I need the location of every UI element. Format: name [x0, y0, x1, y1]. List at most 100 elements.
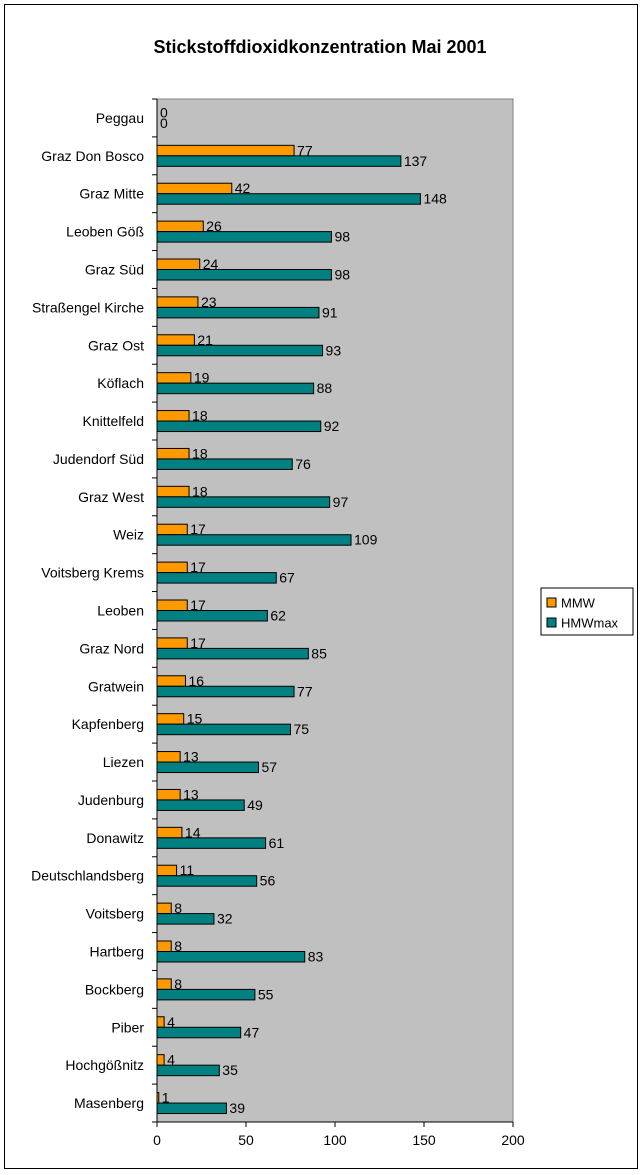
bar-mmw	[156, 523, 188, 536]
data-label: 98	[334, 229, 350, 245]
x-tick-label: 150	[412, 1132, 436, 1148]
data-label: 32	[217, 911, 233, 927]
data-label: 21	[197, 332, 213, 348]
bar-mmw	[156, 334, 195, 346]
data-label: 148	[423, 191, 447, 207]
bar-hmwmax	[156, 685, 295, 698]
bar-hmwmax	[156, 1102, 227, 1115]
data-label: 35	[222, 1062, 238, 1078]
category-label: Straßengel Kirche	[32, 299, 144, 315]
data-label: 42	[235, 180, 251, 196]
legend-swatch	[546, 617, 557, 628]
bar-mmw	[156, 220, 204, 233]
bar-hmwmax	[156, 723, 291, 736]
data-label: 1	[162, 1090, 170, 1106]
bar-mmw	[156, 902, 172, 915]
bar-hmwmax	[156, 420, 322, 433]
bar-hmwmax	[156, 1026, 242, 1039]
bar-mmw	[156, 826, 183, 839]
bar-hmwmax	[156, 382, 315, 395]
data-label: 14	[185, 824, 201, 840]
data-label: 17	[190, 635, 206, 651]
bar-mmw	[156, 637, 188, 649]
category-label: Köflach	[97, 375, 144, 391]
category-label: Voitsberg Krems	[41, 565, 144, 581]
data-label: 91	[322, 304, 338, 320]
data-label: 13	[183, 786, 199, 802]
data-label: 61	[269, 835, 285, 851]
category-label: Kapfenberg	[72, 716, 144, 732]
bar-mmw	[156, 561, 188, 574]
data-label: 11	[180, 862, 195, 878]
category-label: Hartberg	[90, 944, 144, 960]
data-label: 47	[244, 1024, 260, 1040]
category-label: Graz Ost	[88, 337, 144, 353]
bar-hmwmax	[156, 155, 402, 167]
category-label: Judendorf Süd	[53, 451, 144, 467]
data-label: 83	[308, 949, 324, 965]
category-label: Hochgößnitz	[65, 1057, 144, 1073]
data-label: 97	[333, 494, 349, 510]
legend-swatch	[546, 597, 557, 608]
bar-hmwmax	[156, 951, 306, 963]
data-label: 67	[279, 570, 295, 586]
bar-hmwmax	[156, 837, 267, 849]
x-tick-label: 100	[323, 1132, 347, 1148]
data-label: 8	[174, 900, 182, 916]
bar-hmwmax	[156, 572, 277, 584]
bar-mmw	[156, 751, 181, 763]
bar-mmw	[156, 864, 178, 877]
bar-hmwmax	[156, 799, 245, 811]
bar-hmwmax	[156, 913, 215, 925]
category-label: Judenburg	[78, 792, 144, 808]
data-label: 17	[190, 597, 206, 613]
bar-hmwmax	[156, 193, 421, 205]
category-label: Leoben Göß	[66, 224, 144, 240]
category-label: Deutschlandsberg	[31, 868, 144, 884]
category-label: Bockberg	[85, 981, 144, 997]
bar-mmw	[156, 372, 192, 384]
data-label: 19	[194, 370, 210, 386]
bar-mmw	[156, 144, 295, 157]
data-label: 88	[317, 380, 333, 396]
bar-hmwmax	[156, 496, 331, 508]
data-label: 16	[188, 673, 204, 689]
bar-mmw	[156, 410, 190, 422]
data-label: 76	[295, 456, 311, 472]
category-label: Gratwein	[88, 678, 144, 694]
bar-mmw	[156, 485, 190, 498]
data-label: 93	[326, 342, 342, 358]
category-label: Voitsberg	[86, 906, 144, 922]
data-label: 4	[167, 1014, 175, 1030]
bar-hmwmax	[156, 1064, 220, 1077]
data-label: 24	[203, 256, 219, 272]
data-label: 13	[183, 749, 199, 765]
category-label: Graz Don Bosco	[41, 148, 144, 164]
data-label: 26	[206, 218, 222, 234]
data-label: 18	[192, 408, 208, 424]
bar-hmwmax	[156, 534, 352, 546]
bar-hmwmax	[156, 610, 268, 622]
bar-mmw	[156, 296, 199, 308]
bar-mmw	[156, 788, 181, 801]
bar-hmwmax	[156, 458, 293, 470]
data-label: 8	[174, 976, 182, 992]
data-label: 23	[201, 294, 217, 310]
data-label: 8	[174, 938, 182, 954]
legend-label: MMW	[561, 596, 596, 611]
data-label: 0	[160, 115, 168, 131]
bar-hmwmax	[156, 231, 332, 243]
bar-mmw	[156, 940, 172, 952]
legend: MMW HMWmax	[540, 587, 634, 636]
data-label: 0	[160, 104, 168, 120]
x-tick-label: 0	[153, 1132, 161, 1148]
data-label: 18	[192, 483, 208, 499]
bar-hmwmax	[156, 306, 320, 319]
data-label: 75	[294, 721, 310, 737]
data-label: 98	[334, 267, 350, 283]
category-label: Liezen	[103, 754, 144, 770]
data-label: 4	[167, 1052, 175, 1068]
bar-mmw	[156, 978, 172, 990]
data-label: 49	[247, 797, 263, 813]
